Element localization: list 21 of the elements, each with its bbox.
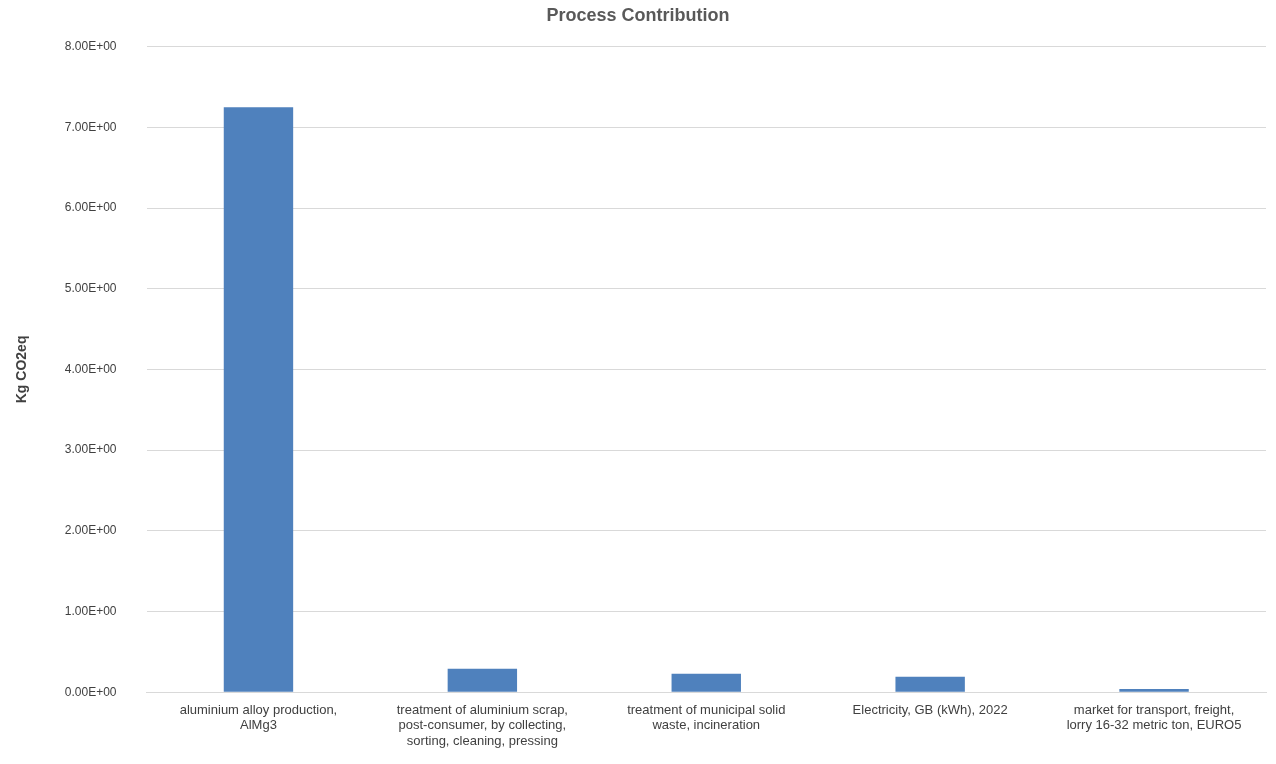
x-tick-label: treatment of municipal solid waste, incineration xyxy=(627,701,786,733)
bar xyxy=(223,107,294,692)
x-tick-label: market for transport, freight, lorry 16-32 metric ton, EURO5 xyxy=(1066,701,1242,733)
y-axis-title: Kg CO2eq xyxy=(13,335,30,404)
y-tick-label: 4.00E+00 xyxy=(64,361,117,376)
y-tick-label: 7.00E+00 xyxy=(64,119,117,134)
bar xyxy=(447,668,518,692)
x-tick-label: Electricity, GB (kWh), 2022 xyxy=(852,701,1008,717)
y-tick-label: 5.00E+00 xyxy=(64,281,117,296)
y-tick-label: 8.00E+00 xyxy=(64,38,117,53)
y-tick-label: 2.00E+00 xyxy=(64,523,117,538)
bar xyxy=(671,673,741,692)
y-tick-label: 6.00E+00 xyxy=(64,200,117,215)
x-tick-label: treatment of aluminium scrap, post-consumer, by collecting, sorting, cleaning, pressing xyxy=(396,701,568,748)
x-tick-label: aluminium alloy production, AlMg3 xyxy=(179,701,338,733)
bar xyxy=(895,676,965,692)
y-tick-label: 0.00E+00 xyxy=(64,684,117,699)
y-tick-label: 3.00E+00 xyxy=(64,442,117,457)
y-tick-label: 1.00E+00 xyxy=(64,603,117,618)
chart-title: Process Contribution xyxy=(546,4,730,25)
bar xyxy=(1119,688,1189,692)
